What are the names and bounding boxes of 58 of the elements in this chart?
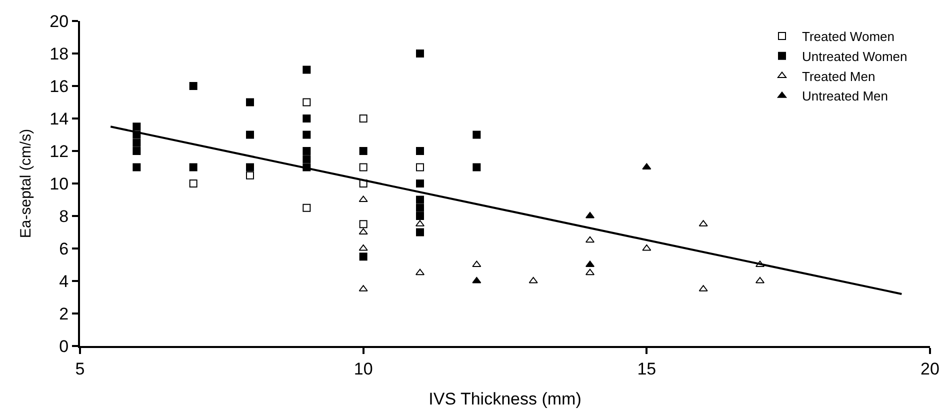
y-tick-label: 2 [59,304,69,324]
y-tick-label: 10 [50,174,69,194]
point [416,196,424,204]
legend-label: Treated Women [802,29,894,44]
point [246,171,254,180]
point [246,130,254,139]
y-tick-label: 20 [50,12,69,31]
point [132,122,141,131]
point [189,163,198,172]
x-tick-label: 10 [354,359,373,378]
x-tick-label: 5 [75,359,85,378]
point [416,228,424,236]
point [359,114,368,122]
point [359,147,368,155]
legend-label: Untreated Men [802,88,888,104]
point [246,98,254,106]
point [416,180,424,188]
point [132,138,141,147]
point [302,114,311,122]
point [416,163,424,172]
y-tick-label: 8 [59,206,69,226]
point [472,163,481,172]
y-tick-label: 16 [50,76,69,96]
point [359,180,368,188]
y-tick-label: 6 [59,239,69,258]
x-tick-label: 20 [920,359,940,378]
point [302,155,311,164]
point [302,147,311,155]
point [416,204,424,212]
y-tick-label: 4 [59,272,69,291]
y-tick-label: 12 [50,142,69,161]
point [585,268,595,276]
point [302,204,311,212]
point [302,130,311,139]
legend-label: Untreated Women [802,48,908,64]
point [416,147,424,155]
point [132,147,141,155]
point [416,50,424,58]
point [302,98,311,106]
legend-label: Treated Men [802,68,876,84]
point [585,236,595,243]
point [416,212,424,220]
point [189,180,198,188]
y-tick-label: 0 [59,336,69,356]
y-tick-label: 18 [50,44,69,64]
x-axis-title: IVS Thickness (mm) [428,389,582,408]
point [472,130,481,139]
point [415,268,425,276]
point [359,163,368,172]
point [246,163,254,172]
y-axis-title: Ea-septal (cm/s) [17,128,34,238]
x-tick-label: 15 [637,359,656,378]
point [189,82,198,90]
point [359,252,368,261]
point [359,220,368,228]
point [132,163,141,172]
point [302,66,311,74]
y-tick-label: 14 [50,109,69,128]
